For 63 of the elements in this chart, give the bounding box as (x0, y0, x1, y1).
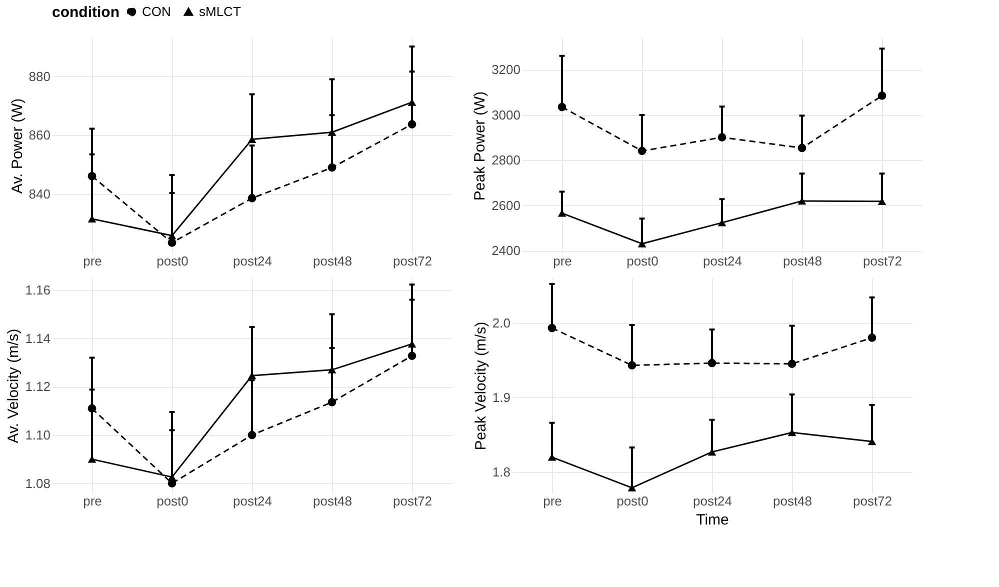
point (328, 163, 336, 172)
point (248, 430, 256, 440)
x-tick-label: post48 (772, 494, 812, 508)
point (328, 398, 336, 406)
x-tick-label: post48 (782, 254, 822, 268)
y-axis-title: Peak Power (W) (472, 91, 489, 201)
x-tick-label: post24 (702, 254, 742, 268)
x-tick-label: post48 (312, 494, 352, 508)
y-tick-label: 1.9 (492, 390, 510, 405)
point (548, 324, 556, 332)
point (248, 194, 256, 202)
point (708, 358, 716, 368)
y-tick-label: 3000 (492, 107, 520, 122)
x-tick-label: post0 (626, 254, 658, 268)
y-tick-label: 1.16 (25, 282, 50, 298)
y-tick-label: 1.8 (492, 464, 510, 480)
y-axis-title: Av. Velocity (m/s) (5, 328, 22, 444)
point (168, 238, 176, 247)
point (868, 334, 876, 342)
x-tick-label: post0 (156, 254, 188, 268)
point (638, 146, 646, 156)
y-tick-label: 1.12 (25, 379, 50, 394)
x-tick-label: post48 (312, 254, 352, 268)
point (408, 120, 416, 128)
y-tick-label: 1.08 (25, 476, 50, 491)
point (878, 92, 886, 100)
point (408, 352, 416, 360)
x-tick-label: pre (83, 254, 102, 268)
point (88, 404, 96, 413)
y-tick-label: 860 (28, 128, 50, 143)
y-tick-label: 840 (28, 186, 50, 202)
x-tick-label: post24 (232, 254, 272, 268)
x-tick-label: post72 (392, 494, 432, 508)
y-tick-label: 2800 (492, 152, 520, 168)
x-tick-label: post0 (156, 494, 188, 508)
y-tick-label: 880 (28, 68, 50, 84)
x-axis-title: Time (696, 512, 729, 528)
x-tick-label: pre (83, 494, 102, 508)
x-tick-label: post24 (692, 494, 732, 508)
point (88, 172, 96, 180)
x-tick-label: pre (553, 254, 572, 268)
x-tick-label: pre (543, 494, 562, 508)
point (628, 361, 636, 370)
y-tick-label: 2.0 (492, 315, 510, 330)
y-axis-title: Peak Velocity (m/s) (472, 322, 490, 450)
legend-label: CON (142, 4, 171, 19)
point (788, 360, 796, 368)
point (558, 102, 566, 112)
point (798, 144, 806, 152)
x-tick-label: post72 (862, 254, 902, 268)
x-tick-label: post72 (852, 494, 892, 508)
legend-title: condition (52, 4, 120, 21)
y-tick-label: 3200 (492, 62, 520, 78)
point (718, 133, 726, 142)
y-tick-label: 1.14 (25, 330, 50, 346)
x-tick-label: post0 (616, 494, 648, 508)
y-axis-title: Av. Power (W) (8, 98, 26, 194)
y-tick-label: 2600 (492, 198, 520, 213)
y-tick-label: 2400 (492, 243, 520, 258)
y-tick-label: 1.10 (25, 428, 50, 443)
x-tick-label: post24 (232, 494, 272, 508)
legend-label: sMLCT (199, 4, 241, 19)
x-tick-label: post72 (392, 254, 432, 268)
